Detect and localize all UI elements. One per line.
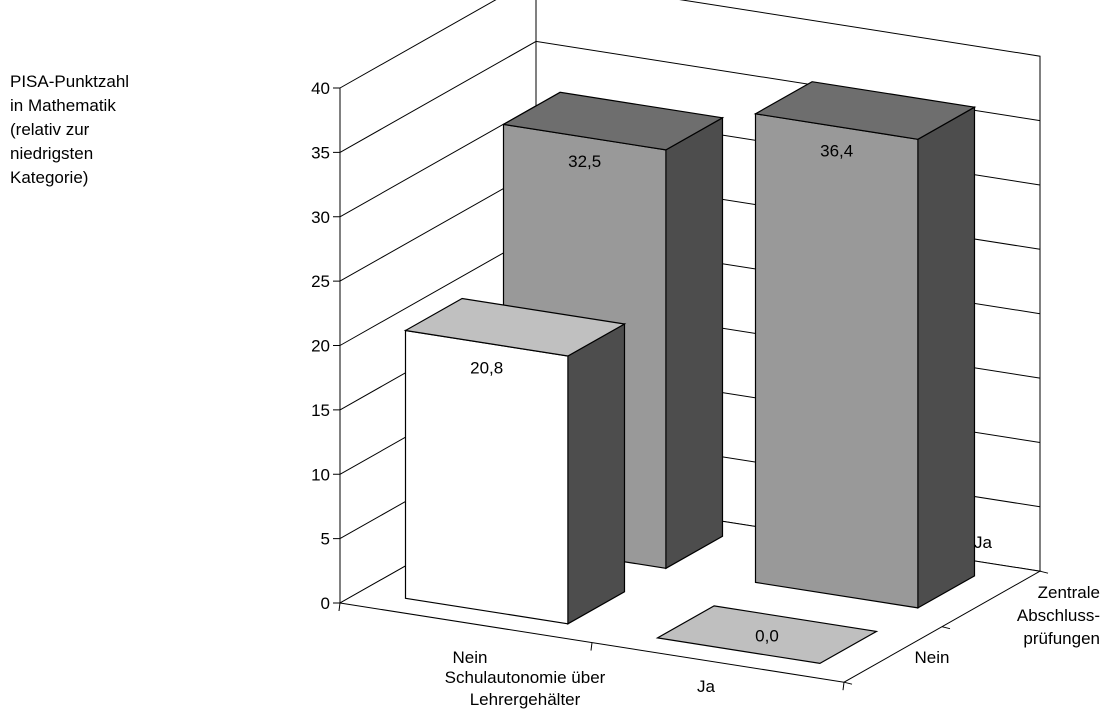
x-tick [338, 602, 341, 612]
chart-labels: Nein Ja Nein Ja Schulautonomie über Lehrergeh… [445, 142, 1100, 709]
x-tick [842, 682, 845, 691]
z-tick [1039, 570, 1049, 574]
y-axis-title: PISA-Punktzahl in Mathematik (relativ zu… [10, 70, 210, 190]
z-category-label: Nein [915, 648, 950, 667]
data-label: 20,8 [470, 358, 503, 377]
x-tick [590, 642, 593, 651]
z-axis-title: prüfungen [1023, 629, 1100, 648]
z-axis-title: Zentrale [1038, 583, 1100, 602]
y-axis-title-line: in Mathematik [10, 96, 116, 115]
x-category-label: Nein [453, 648, 488, 667]
y-tick-label: 40 [311, 79, 330, 98]
x-category-label: Ja [697, 677, 716, 696]
data-label: 32,5 [568, 152, 601, 171]
bar-top [403, 297, 627, 357]
bar [655, 605, 879, 665]
chart-bars [403, 81, 977, 665]
bar [754, 113, 919, 609]
data-label: 36,4 [820, 142, 853, 161]
y-axis-title-line: (relativ zur [10, 120, 90, 139]
y-axis-title-line: PISA-Punktzahl [10, 72, 130, 91]
z-category-label: Ja [974, 533, 993, 552]
y-tick-label: 10 [311, 465, 330, 484]
z-tick [843, 681, 853, 685]
bar-side [567, 322, 626, 625]
z-tick [941, 626, 951, 630]
y-tick-label: 30 [311, 208, 330, 227]
bar-top [753, 81, 977, 140]
y-tick-label: 5 [321, 530, 330, 549]
y-tick-label: 20 [311, 337, 330, 356]
bar-top [501, 91, 725, 151]
chart-axes: 0 5 10 15 20 25 30 35 40 [311, 79, 1049, 691]
bar-side [665, 116, 724, 570]
y-axis-title-line: Kategorie) [10, 168, 89, 187]
y-tick-label: 0 [321, 594, 330, 613]
x-axis-title: Lehrergehälter [470, 690, 581, 709]
bar-side [917, 106, 976, 609]
z-axis-title: Abschluss- [1017, 606, 1100, 625]
y-axis-title-line: niedrigsten [10, 144, 94, 163]
y-tick-label: 25 [311, 272, 330, 291]
y-tick-label: 15 [311, 401, 330, 420]
x-axis-title: Schulautonomie über [445, 668, 606, 687]
data-label: 0,0 [755, 627, 779, 646]
y-tick-label: 35 [311, 143, 330, 162]
